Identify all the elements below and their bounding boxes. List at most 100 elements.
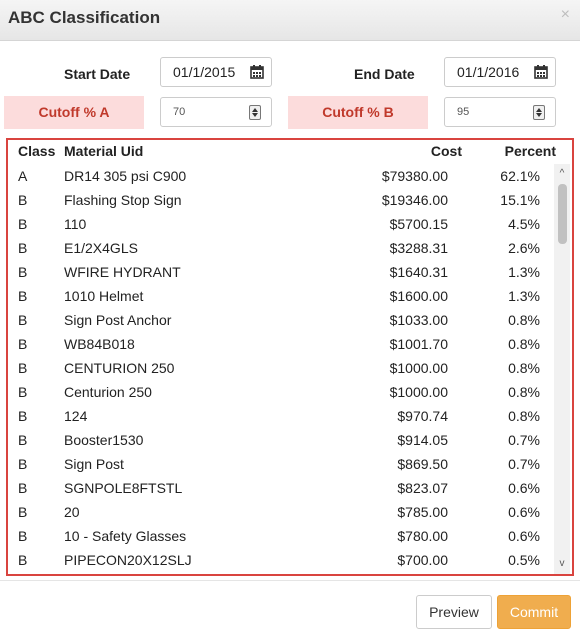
preview-button[interactable]: Preview bbox=[416, 595, 492, 629]
cell-material-uid: 124 bbox=[64, 408, 88, 424]
cell-cost: $970.74 bbox=[397, 408, 448, 424]
table-row[interactable]: B 20 $785.00 0.6% bbox=[8, 500, 556, 524]
cell-percent: 1.3% bbox=[508, 264, 540, 280]
cell-cost: $3288.31 bbox=[389, 240, 448, 256]
start-date-label: Start Date bbox=[64, 66, 131, 82]
cell-percent: 15.1% bbox=[500, 192, 540, 208]
cell-class: B bbox=[18, 456, 28, 472]
table-row[interactable]: B 110 $5700.15 4.5% bbox=[8, 212, 556, 236]
scroll-up-icon[interactable]: ^ bbox=[559, 168, 565, 179]
dialog-header: ABC Classification × bbox=[0, 0, 580, 41]
cell-class: B bbox=[18, 432, 28, 448]
table-row[interactable]: A DR14 305 psi C900 $79380.00 62.1% bbox=[8, 164, 556, 188]
table-scrollbar[interactable]: ^ v bbox=[554, 164, 570, 574]
commit-button[interactable]: Commit bbox=[497, 595, 571, 629]
cell-class: B bbox=[18, 504, 28, 520]
cell-class: B bbox=[18, 408, 28, 424]
table-row[interactable]: B Sign Post Anchor $1033.00 0.8% bbox=[8, 308, 556, 332]
cell-material-uid: Sign Post Anchor bbox=[64, 312, 172, 328]
table-row[interactable]: B Booster1530 $914.05 0.7% bbox=[8, 428, 556, 452]
cell-cost: $785.00 bbox=[397, 504, 448, 520]
end-date-value: 01/1/2016 bbox=[457, 64, 520, 80]
cutoff-b-value: 95 bbox=[457, 106, 470, 118]
cell-cost: $79380.00 bbox=[381, 168, 448, 184]
cutoff-a-input[interactable]: 70 bbox=[160, 97, 272, 127]
cell-percent: 2.6% bbox=[508, 240, 540, 256]
cell-material-uid: 10 - Safety Glasses bbox=[64, 528, 187, 544]
table-row[interactable]: B WFIRE HYDRANT $1640.31 1.3% bbox=[8, 260, 556, 284]
cell-class: B bbox=[18, 480, 28, 496]
table-header: Class Material Uid Cost Percent bbox=[8, 140, 572, 164]
cell-material-uid: 1010 Helmet bbox=[64, 288, 144, 304]
cell-material-uid: E1/2X4GLS bbox=[64, 240, 138, 256]
cell-material-uid: 110 bbox=[64, 216, 87, 232]
cell-material-uid: 20 bbox=[64, 504, 80, 520]
header-percent[interactable]: Percent bbox=[504, 143, 556, 159]
cell-material-uid: DR14 305 psi C900 bbox=[64, 168, 187, 184]
table-row[interactable]: B Flashing Stop Sign $19346.00 15.1% bbox=[8, 188, 556, 212]
end-date-label: End Date bbox=[354, 66, 415, 82]
cell-percent: 0.8% bbox=[508, 360, 540, 376]
table-row[interactable]: B Centurion 250 $1000.00 0.8% bbox=[8, 380, 556, 404]
table-row[interactable]: B 10 - Safety Glasses $780.00 0.6% bbox=[8, 524, 556, 548]
table-row[interactable]: B 124 $970.74 0.8% bbox=[8, 404, 556, 428]
cell-cost: $1600.00 bbox=[389, 288, 448, 304]
cell-percent: 0.7% bbox=[508, 432, 540, 448]
close-icon[interactable]: × bbox=[560, 6, 570, 23]
cell-cost: $19346.00 bbox=[381, 192, 448, 208]
cell-cost: $1000.00 bbox=[389, 360, 448, 376]
cell-percent: 0.7% bbox=[508, 456, 540, 472]
table-row[interactable]: B SGNPOLE8FTSTL $823.07 0.6% bbox=[8, 476, 556, 500]
spinner-icon[interactable] bbox=[249, 105, 261, 120]
cell-percent: 0.8% bbox=[508, 336, 540, 352]
scroll-down-icon[interactable]: v bbox=[559, 558, 565, 569]
table-row[interactable]: B 1010 Helmet $1600.00 1.3% bbox=[8, 284, 556, 308]
cell-cost: $700.00 bbox=[397, 552, 448, 568]
end-date-input[interactable]: 01/1/2016 bbox=[444, 57, 556, 87]
cell-cost: $869.50 bbox=[397, 456, 448, 472]
cutoff-b-label: Cutoff % B bbox=[288, 96, 428, 129]
header-class[interactable]: Class bbox=[18, 143, 56, 159]
cell-cost: $780.00 bbox=[397, 528, 448, 544]
cell-material-uid: Booster1530 bbox=[64, 432, 144, 448]
cell-material-uid: WFIRE HYDRANT bbox=[64, 264, 181, 280]
cell-percent: 4.5% bbox=[508, 216, 540, 232]
cell-class: B bbox=[18, 312, 28, 328]
table-row[interactable]: B CENTURION 250 $1000.00 0.8% bbox=[8, 356, 556, 380]
cell-class: B bbox=[18, 240, 28, 256]
dialog-title: ABC Classification bbox=[8, 8, 161, 27]
header-cost[interactable]: Cost bbox=[430, 143, 462, 159]
classification-table: Class Material Uid Cost Percent A DR14 30… bbox=[6, 138, 574, 576]
spinner-icon[interactable] bbox=[533, 105, 545, 120]
cell-cost: $823.07 bbox=[397, 480, 448, 496]
calendar-icon[interactable] bbox=[250, 65, 264, 79]
table-row[interactable]: B Sign Post $869.50 0.7% bbox=[8, 452, 556, 476]
table-row[interactable]: B E1/2X4GLS $3288.31 2.6% bbox=[8, 236, 556, 260]
cell-class: A bbox=[18, 168, 28, 184]
cell-percent: 0.8% bbox=[508, 408, 540, 424]
calendar-icon[interactable] bbox=[534, 65, 548, 79]
header-material-uid[interactable]: Material Uid bbox=[64, 143, 144, 159]
cell-cost: $1000.00 bbox=[389, 384, 448, 400]
cell-cost: $1640.31 bbox=[389, 264, 448, 280]
cell-cost: $5700.15 bbox=[389, 216, 448, 232]
table-row[interactable]: B WB84B018 $1001.70 0.8% bbox=[8, 332, 556, 356]
cell-material-uid: SGNPOLE8FTSTL bbox=[64, 480, 183, 496]
cell-cost: $914.05 bbox=[397, 432, 448, 448]
cell-percent: 0.5% bbox=[508, 552, 540, 568]
table-row[interactable]: B PIPECON20X12SLJ $700.00 0.5% bbox=[8, 548, 556, 572]
cell-percent: 62.1% bbox=[500, 168, 540, 184]
cutoff-b-input[interactable]: 95 bbox=[444, 97, 556, 127]
cell-class: B bbox=[18, 216, 28, 232]
cell-material-uid: Flashing Stop Sign bbox=[64, 192, 182, 208]
cell-cost: $1033.00 bbox=[389, 312, 448, 328]
scrollbar-thumb[interactable] bbox=[558, 184, 567, 244]
start-date-value: 01/1/2015 bbox=[173, 64, 236, 80]
cell-cost: $1001.70 bbox=[389, 336, 448, 352]
start-date-input[interactable]: 01/1/2015 bbox=[160, 57, 272, 87]
cell-percent: 0.6% bbox=[508, 528, 540, 544]
cell-class: B bbox=[18, 528, 28, 544]
footer-divider bbox=[0, 580, 580, 581]
cell-material-uid: PIPECON20X12SLJ bbox=[64, 552, 192, 568]
